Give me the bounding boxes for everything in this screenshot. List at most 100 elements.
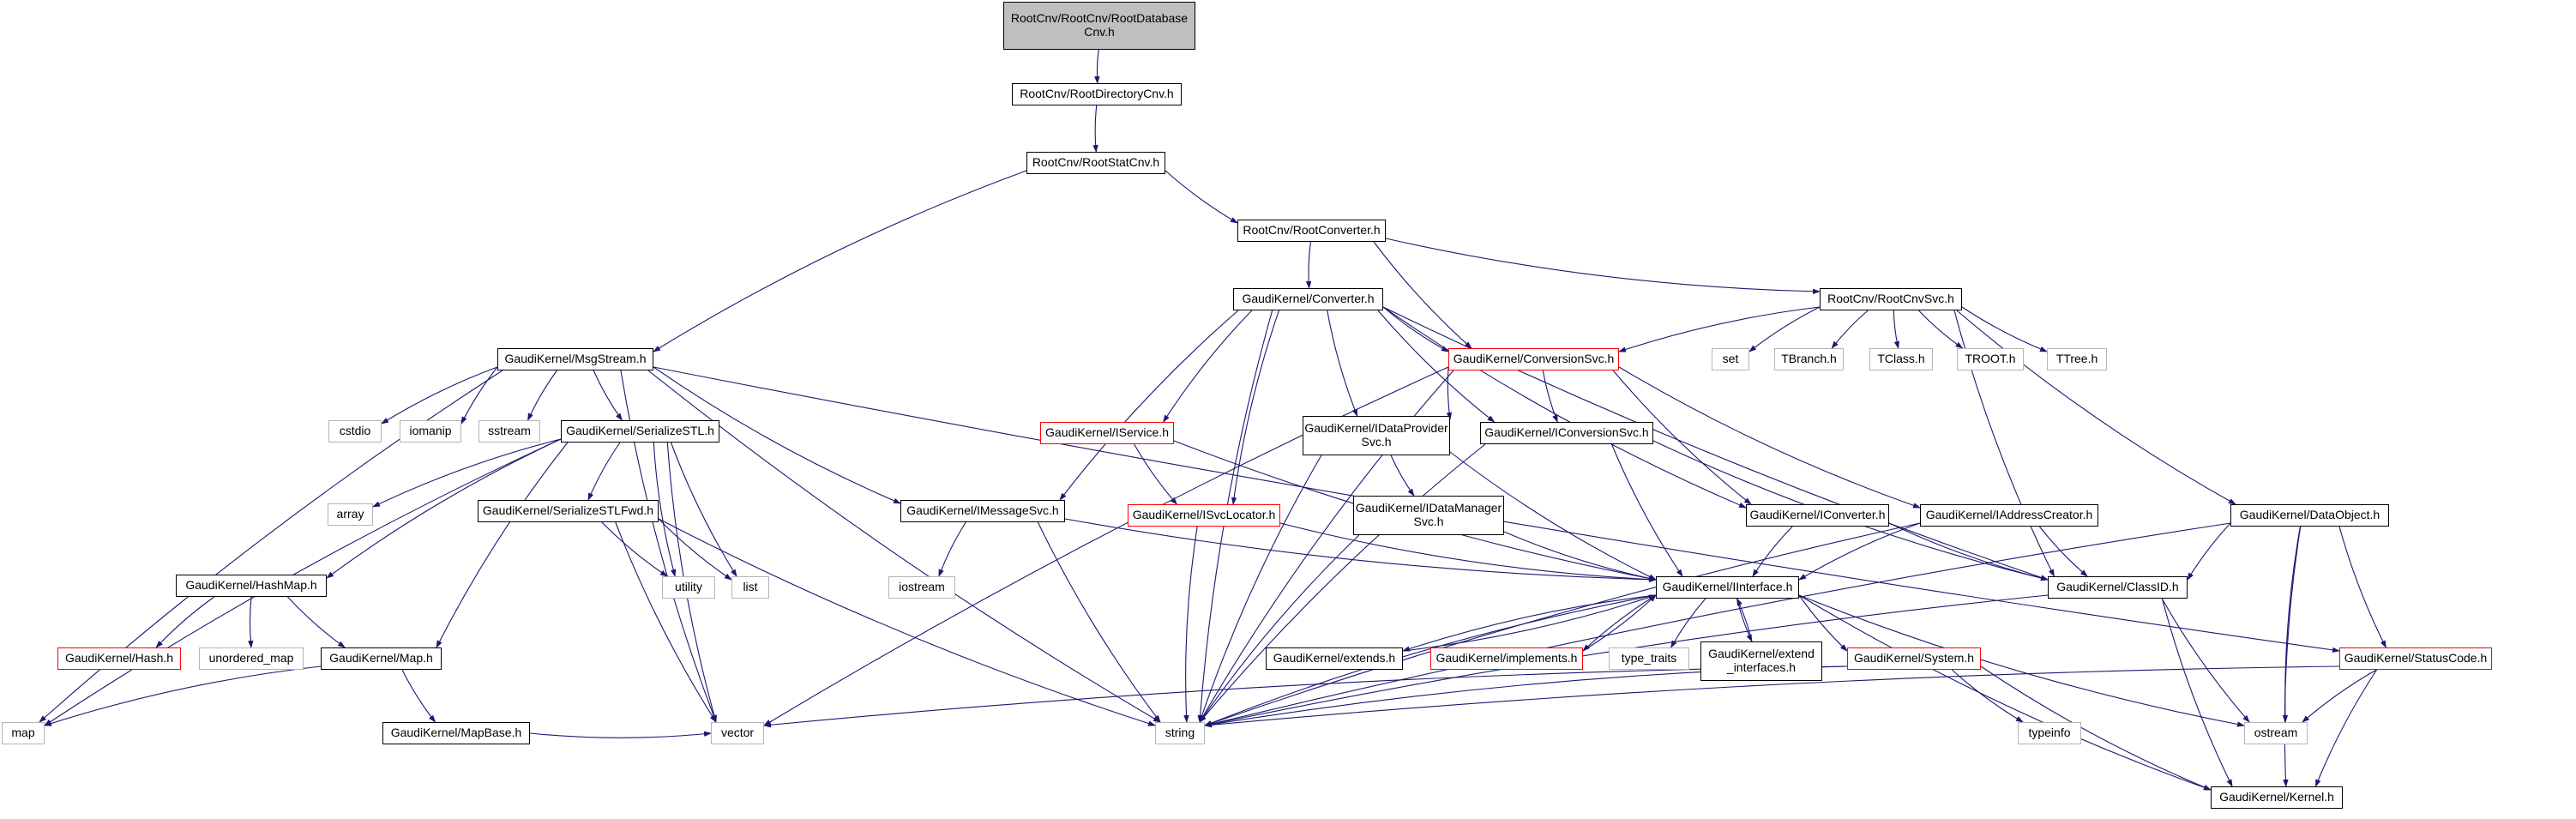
graph-node-rootconverter[interactable]: RootCnv/RootConverter.h — [1237, 220, 1386, 242]
edge-iinterface-to-type_traits — [1670, 598, 1706, 648]
graph-node-ttree[interactable]: TTree.h — [2047, 348, 2107, 370]
edge-serializestl-to-list — [670, 442, 737, 577]
graph-node-hash[interactable]: GaudiKernel/Hash.h — [57, 647, 181, 670]
edge-mapbase-to-vector — [529, 731, 712, 738]
edge-idatamanagersvc-to-string — [1199, 534, 1360, 723]
graph-node-hashmap[interactable]: GaudiKernel/HashMap.h — [176, 575, 327, 597]
edge-msgstream-to-serializestl — [593, 370, 623, 421]
edge-rootdirectorycnv-to-rootstatcnv — [1092, 105, 1098, 153]
graph-node-rootcnvsvc[interactable]: RootCnv/RootCnvSvc.h — [1820, 288, 1962, 310]
edge-serializestl-to-hashmap — [326, 438, 562, 579]
edge-serializestl-to-utility — [653, 442, 677, 577]
edge-serializestlfwd-to-list — [658, 518, 732, 581]
edge-dataobject-to-statuscode — [2338, 526, 2386, 648]
graph-node-mapbase[interactable]: GaudiKernel/MapBase.h — [382, 722, 530, 744]
graph-node-unordered_map[interactable]: unordered_map — [199, 647, 304, 670]
edge-statuscode-to-string — [1204, 665, 2340, 728]
edge-dataobject-to-kernel — [2283, 526, 2302, 787]
edge-converter-to-iconversionsvc — [1377, 310, 1496, 423]
edge-system-to-typeinfo — [1951, 669, 2024, 723]
graph-node-msgstream[interactable]: GaudiKernel/MsgStream.h — [497, 348, 653, 370]
edge-rootcnvsvc-to-troot — [1918, 310, 1964, 349]
graph-node-map[interactable]: map — [2, 722, 45, 744]
graph-node-vector[interactable]: vector — [711, 722, 764, 744]
graph-node-tclass[interactable]: TClass.h — [1869, 348, 1933, 370]
edge-paths — [39, 49, 2386, 791]
edge-implements-to-iinterface — [1582, 594, 1657, 652]
edge-extend_interfaces-to-iinterface — [1736, 598, 1753, 642]
graph-node-string[interactable]: string — [1155, 722, 1205, 744]
edge-serializestlfwd-to-utility — [601, 521, 668, 577]
graph-node-classid[interactable]: GaudiKernel/ClassID.h — [2048, 576, 2188, 599]
graph-node-set[interactable]: set — [1712, 348, 1749, 370]
graph-node-rootdirectorycnv[interactable]: RootCnv/RootDirectoryCnv.h — [1012, 83, 1182, 105]
graph-node-tbranch[interactable]: TBranch.h — [1774, 348, 1844, 370]
graph-node-rootstatcnv[interactable]: RootCnv/RootStatCnv.h — [1026, 152, 1165, 174]
edge-imessagesvc-to-string — [1037, 521, 1161, 723]
edge-dataobject-to-classid — [2187, 522, 2231, 581]
edge-converter-to-conversionsvc — [1382, 306, 1449, 352]
edge-conversionsvc-to-string — [1199, 370, 1454, 723]
graph-node-troot[interactable]: TROOT.h — [1957, 348, 2024, 370]
graph-node-extends[interactable]: GaudiKernel/extends.h — [1266, 647, 1403, 670]
edge-statuscode-to-ostream — [2302, 669, 2377, 723]
graph-node-serializestlfwd[interactable]: GaudiKernel/SerializeSTLFwd.h — [478, 500, 659, 522]
graph-node-system[interactable]: GaudiKernel/System.h — [1847, 647, 1981, 670]
graph-node-iconverter[interactable]: GaudiKernel/IConverter.h — [1746, 504, 1889, 527]
edge-serializestl-to-array — [372, 438, 562, 508]
graph-node-iaddresscreator[interactable]: GaudiKernel/IAddressCreator.h — [1920, 504, 2098, 527]
graph-node-typeinfo[interactable]: typeinfo — [2018, 722, 2081, 744]
edge-mapheader-to-map — [44, 665, 322, 726]
edge-iinterface-to-string — [1204, 594, 1657, 726]
graph-node-type_traits[interactable]: type_traits — [1609, 647, 1689, 670]
edge-extends-to-iinterface — [1402, 594, 1657, 652]
edge-converter-to-imessagesvc — [1059, 310, 1239, 501]
edge-imessagesvc-to-iostream — [938, 521, 966, 577]
edge-idatamanagersvc-to-iinterface — [1503, 531, 1657, 581]
graph-node-isvclocator[interactable]: GaudiKernel/ISvcLocator.h — [1128, 504, 1280, 527]
graph-node-list[interactable]: list — [731, 576, 769, 599]
graph-node-statuscode[interactable]: GaudiKernel/StatusCode.h — [2339, 647, 2492, 670]
edge-statuscode-to-kernel — [2314, 669, 2378, 787]
graph-node-iservice[interactable]: GaudiKernel/IService.h — [1040, 422, 1174, 444]
graph-node-iinterface[interactable]: GaudiKernel/IInterface.h — [1656, 576, 1799, 599]
graph-node-idataprovidersvc[interactable]: GaudiKernel/IDataProvider Svc.h — [1303, 416, 1450, 455]
graph-node-ostream[interactable]: ostream — [2244, 722, 2308, 744]
graph-node-utility[interactable]: utility — [662, 576, 715, 599]
graph-node-converter[interactable]: GaudiKernel/Converter.h — [1233, 288, 1383, 310]
edge-msgstream-to-sstream — [527, 370, 557, 421]
graph-node-cstdio[interactable]: cstdio — [328, 420, 382, 443]
graph-node-imessagesvc[interactable]: GaudiKernel/IMessageSvc.h — [900, 500, 1065, 522]
edge-rootdatabasecnv-to-rootdirectorycnv — [1094, 49, 1100, 84]
graph-node-mapheader[interactable]: GaudiKernel/Map.h — [321, 647, 442, 670]
graph-node-array[interactable]: array — [328, 503, 373, 526]
edge-conversionsvc-to-idataprovidersvc — [1446, 366, 1453, 420]
graph-node-serializestl[interactable]: GaudiKernel/SerializeSTL.h — [561, 420, 719, 443]
graph-node-extend_interfaces[interactable]: GaudiKernel/extend _interfaces.h — [1700, 641, 1822, 681]
edge-converter-to-iservice — [1163, 310, 1253, 423]
graph-node-iomanip[interactable]: iomanip — [400, 420, 461, 443]
graph-node-iconversionsvc[interactable]: GaudiKernel/IConversionSvc.h — [1480, 422, 1653, 444]
edge-conversionsvc-to-iaddresscreator — [1618, 366, 1921, 509]
edge-dataobject-to-ostream — [2282, 526, 2301, 723]
edge-msgstream-to-vector — [620, 370, 717, 723]
edge-rootcnvsvc-to-dataobject — [1956, 310, 2236, 505]
graph-node-conversionsvc[interactable]: GaudiKernel/ConversionSvc.h — [1448, 348, 1619, 370]
edge-classid-to-kernel — [2161, 598, 2233, 787]
edge-idataprovidersvc-to-string — [1199, 455, 1322, 723]
edge-dataobject-to-string — [1204, 522, 2231, 727]
graph-node-implements[interactable]: GaudiKernel/implements.h — [1430, 647, 1583, 670]
edge-iaddresscreator-to-classid — [2038, 526, 2088, 577]
edge-hashmap-to-hash — [155, 596, 215, 648]
edge-rootstatcnv-to-msgstream — [653, 170, 1027, 352]
edge-idataprovidersvc-to-iinterface — [1449, 451, 1657, 581]
graph-node-dataobject[interactable]: GaudiKernel/DataObject.h — [2230, 504, 2389, 527]
graph-node-sstream[interactable]: sstream — [478, 420, 540, 443]
edge-iinterface-to-ostream — [1798, 594, 2245, 727]
graph-node-iostream[interactable]: iostream — [888, 576, 955, 599]
graph-node-kernel[interactable]: GaudiKernel/Kernel.h — [2211, 786, 2343, 809]
edge-iinterface-to-extends — [1402, 594, 1657, 652]
edge-rootcnvsvc-to-classid — [1953, 310, 2055, 577]
graph-node-idatamanagersvc[interactable]: GaudiKernel/IDataManager Svc.h — [1353, 496, 1504, 535]
